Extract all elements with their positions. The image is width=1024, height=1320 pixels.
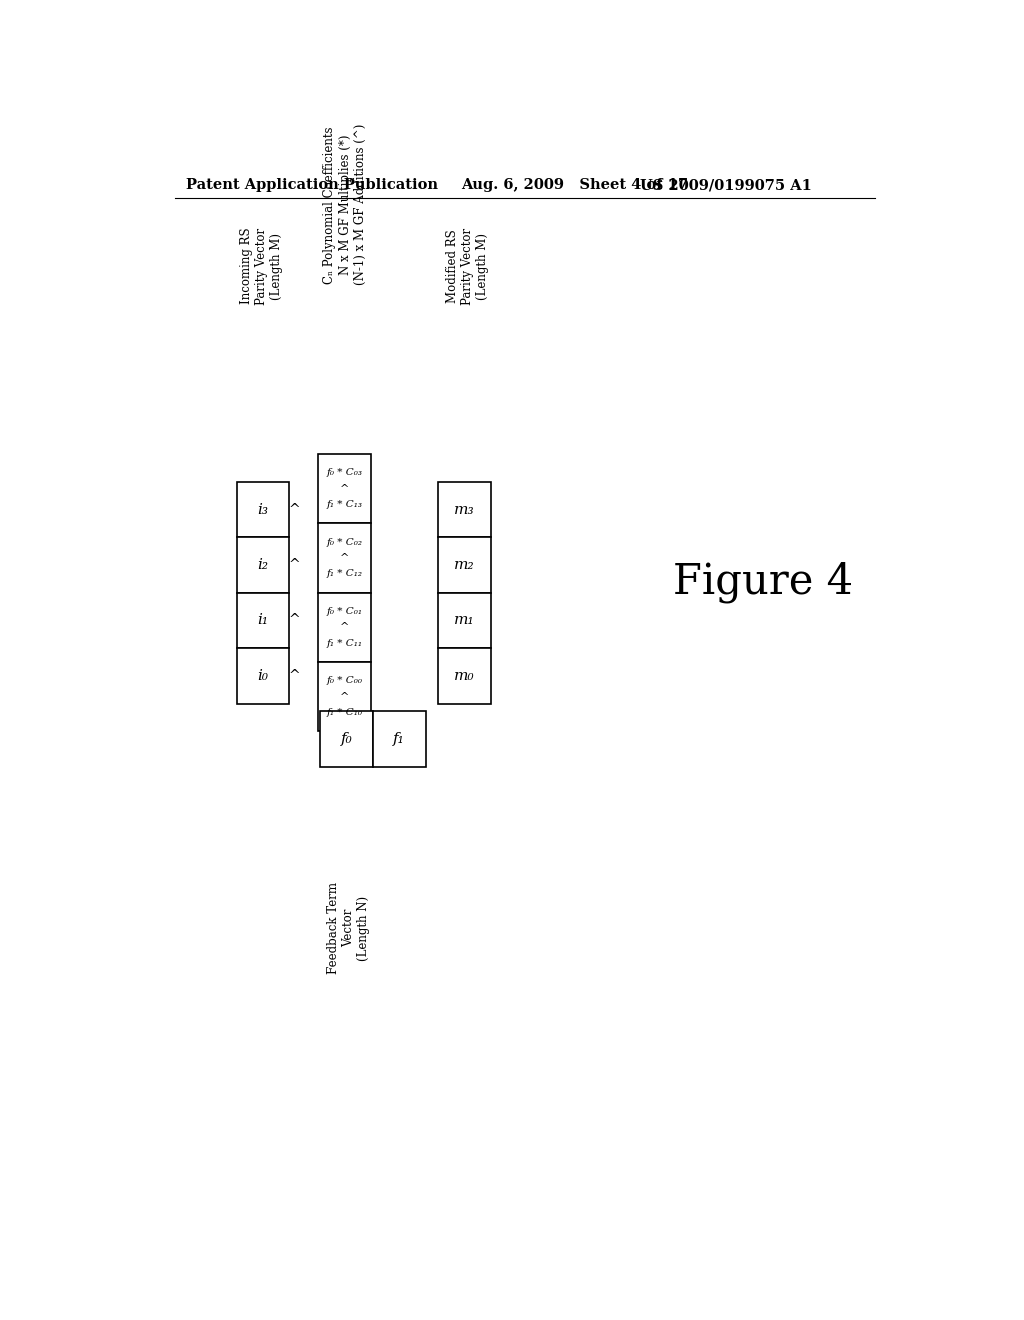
Bar (237, 593, 289, 648)
Bar (317, 593, 371, 663)
Bar (317, 454, 371, 524)
Text: i₂: i₂ (257, 558, 268, 572)
Text: f₀ * C₀₃: f₀ * C₀₃ (327, 469, 362, 478)
Text: i₁: i₁ (257, 614, 268, 627)
Text: m₁: m₁ (454, 614, 475, 627)
Text: m₃: m₃ (454, 503, 475, 516)
Bar (373, 711, 426, 767)
Text: Patent Application Publication: Patent Application Publication (186, 178, 438, 193)
Text: i₃: i₃ (257, 503, 268, 516)
Bar (321, 711, 373, 767)
Bar (438, 537, 490, 593)
Text: Cₙ Polynomial Coefficients
N x M GF Multiplies (*)
(N-1) x M GF Additions (^): Cₙ Polynomial Coefficients N x M GF Mult… (324, 124, 367, 285)
Text: f₁ * C₁₂: f₁ * C₁₂ (327, 569, 362, 578)
Text: Aug. 6, 2009   Sheet 4 of 17: Aug. 6, 2009 Sheet 4 of 17 (461, 178, 688, 193)
Text: Figure 4: Figure 4 (674, 561, 854, 603)
Text: Modified RS
Parity Vector
(Length M): Modified RS Parity Vector (Length M) (445, 227, 488, 305)
Text: f₁: f₁ (393, 733, 406, 746)
Text: ^: ^ (340, 622, 349, 632)
Bar (237, 648, 289, 704)
Text: Incoming RS
Parity Vector
(Length M): Incoming RS Parity Vector (Length M) (240, 227, 283, 305)
Text: f₀ * C₀₁: f₀ * C₀₁ (327, 607, 362, 616)
Text: ^: ^ (340, 553, 349, 564)
Bar (438, 593, 490, 648)
Bar (317, 663, 371, 731)
Bar (237, 482, 289, 537)
Text: Feedback Term
Vector
(Length N): Feedback Term Vector (Length N) (328, 882, 371, 974)
Bar (317, 524, 371, 593)
Text: ^: ^ (289, 503, 300, 516)
Text: ^: ^ (289, 614, 300, 627)
Text: ^: ^ (289, 558, 300, 572)
Bar (438, 482, 490, 537)
Text: f₀: f₀ (341, 733, 352, 746)
Text: f₀ * C₀₀: f₀ * C₀₀ (327, 676, 362, 685)
Text: f₀ * C₀₂: f₀ * C₀₂ (327, 537, 362, 546)
Text: ^: ^ (340, 483, 349, 494)
Text: m₂: m₂ (454, 558, 475, 572)
Text: ^: ^ (340, 692, 349, 702)
Text: m₀: m₀ (454, 669, 475, 682)
Text: i₀: i₀ (257, 669, 268, 682)
Text: US 2009/0199075 A1: US 2009/0199075 A1 (640, 178, 811, 193)
Text: f₁ * C₁₀: f₁ * C₁₀ (327, 708, 362, 717)
Text: f₁ * C₁₃: f₁ * C₁₃ (327, 500, 362, 510)
Bar (438, 648, 490, 704)
Bar (237, 537, 289, 593)
Text: f₁ * C₁₁: f₁ * C₁₁ (327, 639, 362, 648)
Text: ^: ^ (289, 669, 300, 682)
